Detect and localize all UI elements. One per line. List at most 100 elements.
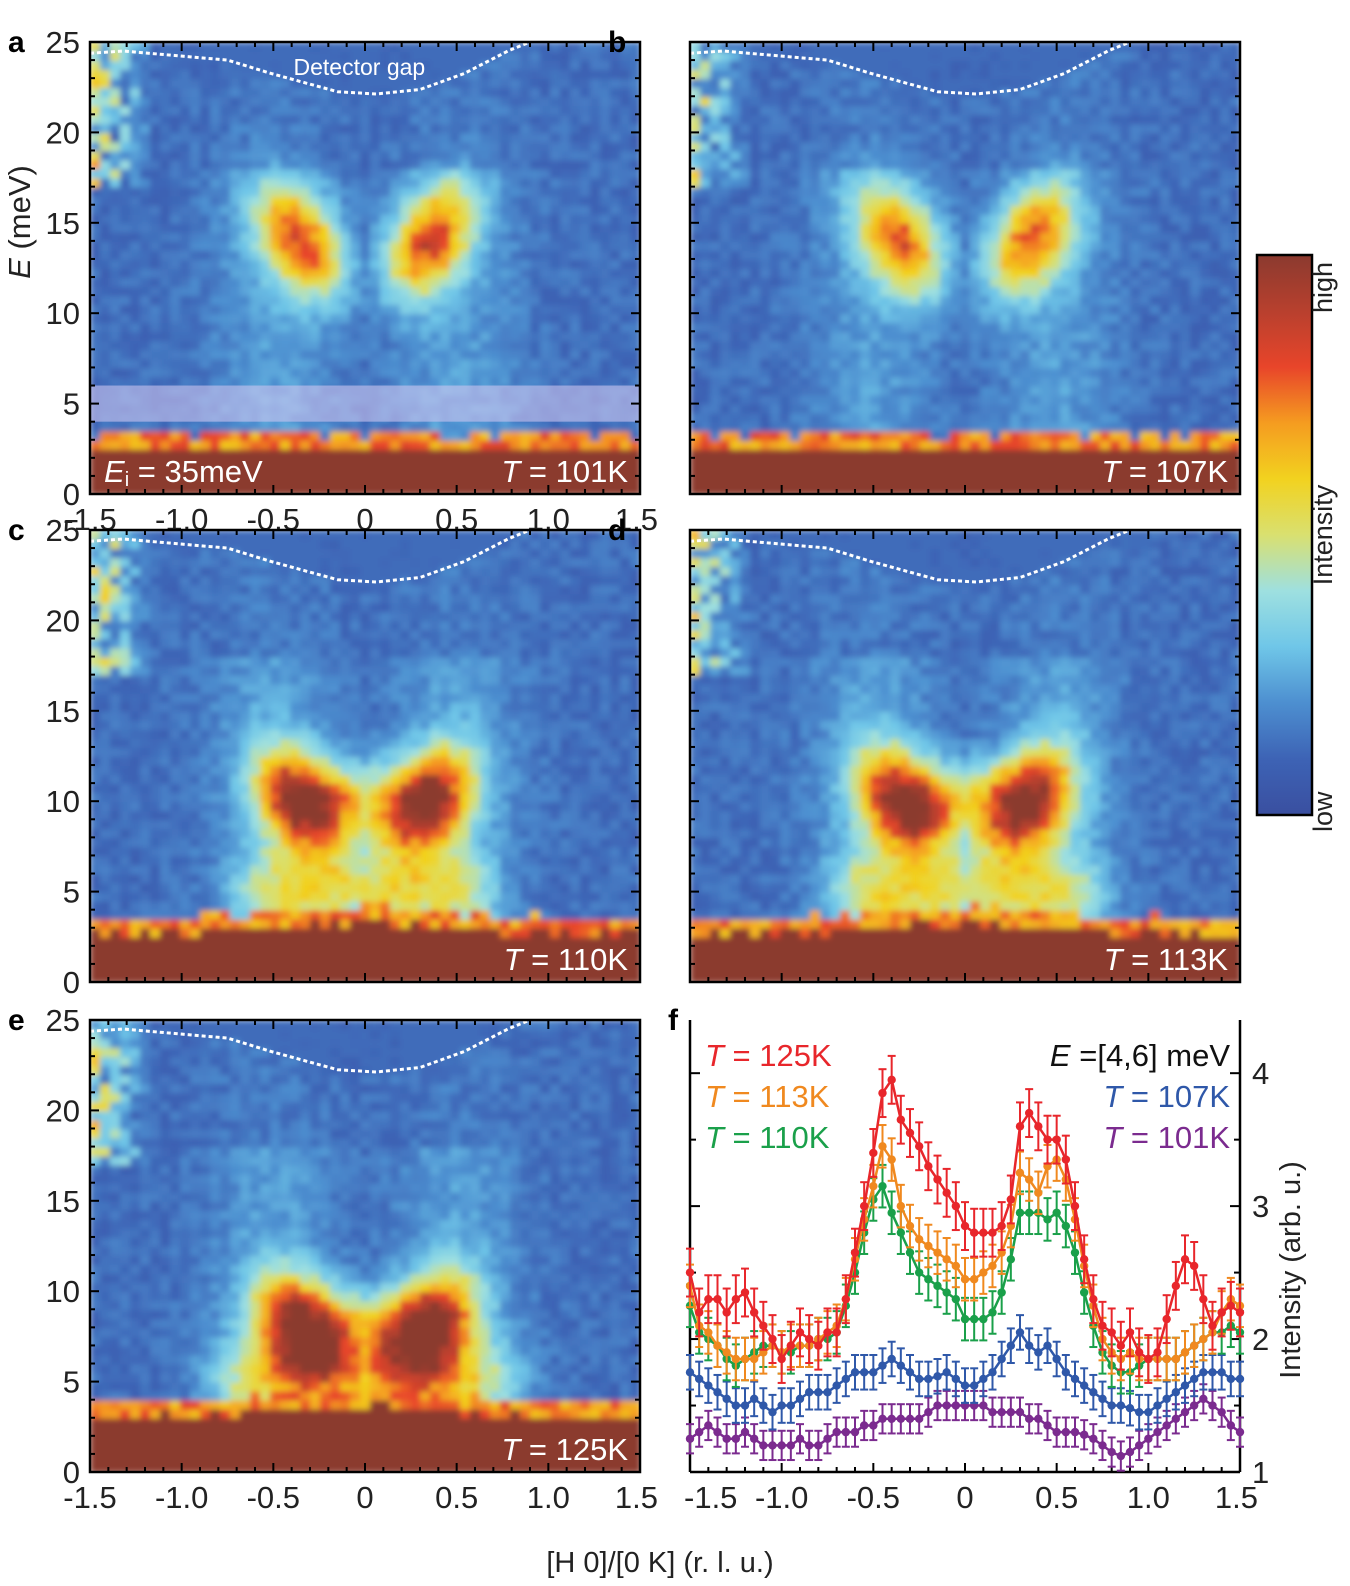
data-point: [804, 1388, 814, 1397]
data-point: [1217, 1407, 1226, 1417]
data-point: [887, 1414, 896, 1424]
data-point: [1006, 1255, 1016, 1264]
data-point: [850, 1427, 860, 1437]
data-point: [1226, 1421, 1236, 1430]
data-point: [1217, 1308, 1226, 1317]
data-point: [704, 1381, 713, 1390]
data-point: [1024, 1208, 1034, 1217]
data-point: [878, 1088, 887, 1098]
data-point: [1217, 1368, 1226, 1377]
data-point: [795, 1434, 805, 1443]
heatmap-c-image: [90, 530, 640, 982]
data-point: [896, 1361, 906, 1370]
data-point: [1208, 1401, 1217, 1410]
data-point: [896, 1201, 906, 1211]
data-point: [1052, 1135, 1061, 1144]
data-point: [960, 1381, 970, 1390]
data-point: [969, 1381, 979, 1390]
data-point: [832, 1381, 841, 1390]
data-point: [823, 1434, 832, 1443]
data-point: [979, 1268, 988, 1277]
data-point: [933, 1281, 942, 1291]
data-point: [914, 1142, 924, 1151]
data-point: [786, 1341, 796, 1350]
data-point: [1125, 1328, 1135, 1337]
data-point: [988, 1407, 997, 1417]
data-point: [896, 1228, 906, 1237]
data-point: [942, 1401, 951, 1410]
data-point: [713, 1388, 722, 1397]
data-point: [887, 1354, 896, 1364]
data-point: [731, 1294, 741, 1304]
x-tick-label: -0.5: [247, 1480, 300, 1515]
data-point: [749, 1308, 759, 1317]
data-point: [905, 1368, 915, 1377]
data-point: [997, 1354, 1006, 1364]
panel-label-c: c: [8, 514, 25, 547]
data-point: [905, 1128, 915, 1138]
data-point: [795, 1394, 805, 1404]
f-x-tick-label: -0.5: [847, 1480, 900, 1515]
data-point: [704, 1421, 713, 1430]
detector-gap-boundary-b: [690, 42, 1131, 96]
data-point: [1180, 1407, 1190, 1417]
data-point: [997, 1288, 1006, 1297]
incident-energy-label: Ei = 35meV: [104, 454, 263, 491]
x-tick-label: 0.5: [435, 1480, 478, 1515]
data-point: [823, 1328, 832, 1337]
data-point: [722, 1348, 731, 1357]
data-point: [1034, 1122, 1043, 1131]
data-point: [1061, 1221, 1071, 1231]
data-point: [887, 1208, 896, 1217]
data-point: [1098, 1321, 1107, 1330]
data-point: [859, 1201, 869, 1211]
data-point: [878, 1181, 887, 1191]
y-tick-label: 25: [46, 513, 80, 548]
data-point: [1226, 1374, 1236, 1384]
panel-b: b T = 107K: [608, 26, 1242, 496]
data-point: [1024, 1175, 1034, 1184]
data-point: [731, 1401, 741, 1410]
f-x-tick-label: 0: [956, 1480, 973, 1515]
data-point: [1180, 1255, 1190, 1264]
detector-gap-label: Detector gap: [294, 54, 426, 80]
data-point: [988, 1228, 997, 1237]
data-point: [759, 1401, 768, 1410]
legend-entry: T = 110K: [705, 1120, 830, 1155]
data-point: [1015, 1122, 1025, 1131]
f-x-tick-label: -1.0: [755, 1480, 808, 1515]
detector-gap-boundary-e: [90, 1020, 531, 1074]
data-point: [1235, 1374, 1245, 1384]
data-point: [814, 1441, 823, 1450]
detector-gap-boundary-d: [690, 530, 1131, 584]
data-point: [795, 1328, 805, 1337]
data-point: [1098, 1441, 1107, 1450]
data-point: [1052, 1427, 1061, 1437]
data-point: [1034, 1414, 1043, 1424]
data-point: [942, 1188, 951, 1198]
data-point: [841, 1427, 851, 1437]
data-point: [1199, 1394, 1208, 1404]
series-125K: [685, 1054, 1245, 1384]
data-point: [960, 1314, 970, 1324]
data-point: [924, 1374, 933, 1384]
data-point: [740, 1401, 750, 1410]
data-point: [1134, 1441, 1144, 1450]
panel-label-e: e: [8, 1004, 25, 1037]
data-point: [859, 1368, 869, 1377]
data-point: [1116, 1451, 1126, 1461]
data-point: [1043, 1135, 1052, 1144]
data-point: [905, 1221, 915, 1231]
data-point: [1235, 1427, 1245, 1437]
data-point: [1125, 1447, 1135, 1457]
data-point: [951, 1401, 961, 1410]
data-point: [924, 1241, 933, 1251]
y-axis-label: E (meV): [2, 165, 37, 279]
legend-entry: T = 107K: [1103, 1079, 1230, 1114]
data-point: [1024, 1414, 1034, 1424]
panel-label-d: d: [608, 514, 626, 547]
data-point: [1171, 1414, 1181, 1424]
data-point: [1144, 1434, 1153, 1443]
data-point: [1125, 1403, 1135, 1413]
y-tick-label: 15: [46, 206, 80, 241]
